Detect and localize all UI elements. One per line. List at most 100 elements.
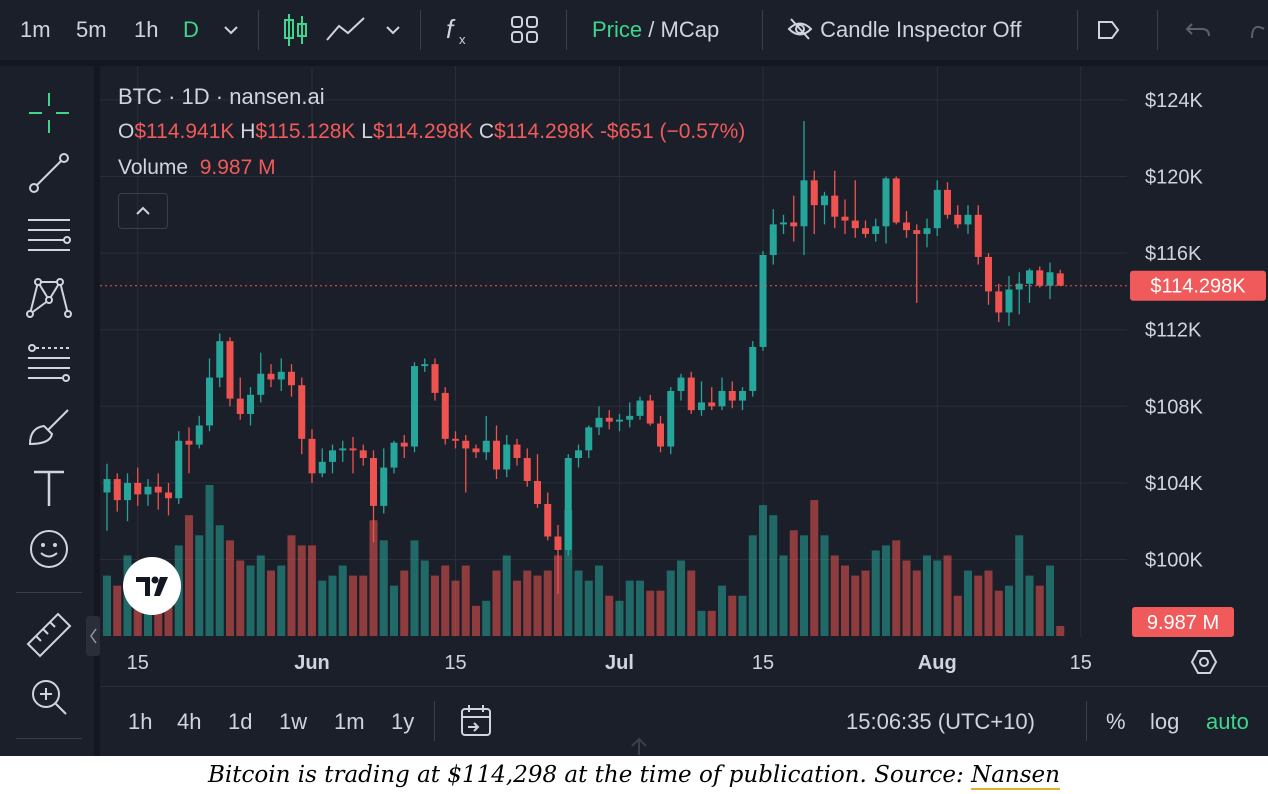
volume-bar (789, 530, 798, 636)
toolbar-divider (762, 10, 763, 50)
candle-body (780, 222, 787, 225)
range-1y[interactable]: 1y (391, 709, 415, 734)
layouts-button[interactable] (508, 0, 542, 60)
candle-body (882, 178, 890, 227)
measure-tool[interactable] (22, 608, 76, 662)
candle-body (339, 448, 347, 451)
auto-toggle[interactable]: auto (1206, 709, 1249, 734)
candle-body (657, 423, 664, 447)
horizontal-lines-tool[interactable] (22, 208, 76, 262)
volume-bar (533, 575, 542, 636)
candles-button[interactable] (280, 0, 310, 60)
candle-inspector-label: Candle Inspector Off (820, 17, 1022, 42)
high-value: $115.128K (255, 120, 356, 143)
volume-bar (256, 555, 265, 636)
calendar-icon (461, 705, 491, 736)
interval-1h[interactable]: 1h (134, 17, 159, 42)
collapse-legend-button[interactable] (118, 193, 168, 229)
interval-dropdown[interactable] (218, 0, 244, 60)
price-option[interactable]: Price (592, 17, 643, 42)
go-to-date-button[interactable] (458, 687, 494, 756)
price-mcap-toggle[interactable]: Price / MCap (592, 0, 719, 60)
bottom-toolbar: 1h 4h 1d 1w 1m 1y 15:06:35 (UTC+10) % lo… (100, 686, 1268, 756)
volume-bar (195, 535, 204, 636)
candle-body (534, 480, 541, 504)
volume-bars (103, 485, 1065, 636)
brush-icon (28, 409, 69, 446)
redo-button[interactable] (1240, 0, 1268, 60)
pattern-tool[interactable] (22, 270, 76, 324)
candle-body (195, 425, 203, 445)
candle-body (103, 479, 111, 493)
volume-bar (1005, 585, 1013, 636)
brush-tool[interactable] (22, 400, 76, 454)
fib-tool[interactable] (22, 336, 76, 390)
volume-bar (994, 590, 1003, 636)
interval-1m[interactable]: 1m (20, 17, 51, 42)
candle-body (390, 442, 398, 468)
line-chart-button[interactable] (324, 0, 368, 60)
candle-body (933, 189, 941, 229)
candle-body (144, 486, 152, 495)
volume-bar (185, 515, 193, 636)
toolbar-divider (1157, 10, 1158, 50)
volume-bar (871, 550, 880, 636)
candle-body (923, 228, 931, 234)
label-tool-button[interactable] (1096, 0, 1122, 60)
text-tool[interactable] (22, 462, 76, 516)
crosshair-tool[interactable] (22, 86, 76, 140)
zoom-tool[interactable] (22, 670, 76, 724)
range-1h[interactable]: 1h (128, 709, 153, 734)
zoom-in-icon (32, 680, 67, 715)
volume-bar (431, 575, 439, 636)
candle-body (411, 366, 418, 447)
high-label: H (240, 120, 256, 143)
source-link[interactable]: Nansen (971, 762, 1060, 790)
y-tick-label: $116K (1145, 243, 1202, 265)
volume-bar (923, 555, 931, 636)
timezone-clock[interactable]: 15:06:35 (UTC+10) (846, 709, 1035, 734)
y-tick-label: $112K (1145, 320, 1202, 342)
candle-body (421, 364, 429, 367)
undo-button[interactable] (1184, 0, 1212, 60)
candle-body (913, 230, 921, 234)
interval-d[interactable]: D (183, 17, 199, 42)
volume-bar (1056, 625, 1065, 636)
interval-5m[interactable]: 5m (76, 17, 107, 42)
candle-body (995, 291, 1003, 313)
chevron-left-icon (90, 628, 97, 644)
indicators-button[interactable]: f x (442, 0, 474, 60)
scroll-up-icon[interactable] (628, 735, 650, 756)
emoji-tool[interactable] (22, 522, 76, 576)
mcap-option[interactable]: MCap (660, 17, 720, 42)
candle-inspector-toggle[interactable]: Candle Inspector Off (786, 0, 1022, 60)
log-toggle[interactable]: log (1150, 709, 1180, 734)
volume-bar (318, 580, 327, 636)
volume-bar (461, 565, 470, 636)
candle-body (308, 438, 316, 474)
percent-toggle[interactable]: % (1106, 709, 1126, 734)
volume-bar (349, 575, 357, 636)
chart-type-dropdown[interactable] (380, 0, 406, 60)
trend-line-tool[interactable] (22, 146, 76, 200)
open-value: $114.941K (134, 120, 235, 143)
x-tick-label: 15 (752, 652, 774, 674)
candles (103, 120, 1064, 594)
candle-body (370, 458, 377, 506)
volume-bar (595, 565, 603, 636)
candle-body (298, 385, 306, 439)
candle-body (247, 394, 254, 414)
candle-body (985, 256, 992, 292)
range-1m[interactable]: 1m (334, 709, 365, 734)
svg-text:f: f (446, 14, 456, 44)
candle-body (493, 440, 500, 470)
range-4h[interactable]: 4h (177, 709, 202, 734)
range-1d[interactable]: 1d (228, 709, 253, 734)
volume-bar (974, 575, 983, 636)
range-1w[interactable]: 1w (279, 709, 308, 734)
candle-body (872, 226, 880, 234)
price-chart[interactable]: $100K $104K $108K $112K $116K $120K $124K 15 Ju… (0, 0, 1268, 756)
candle-body (554, 536, 562, 550)
candle-body (564, 458, 572, 550)
candle-body (288, 371, 295, 386)
